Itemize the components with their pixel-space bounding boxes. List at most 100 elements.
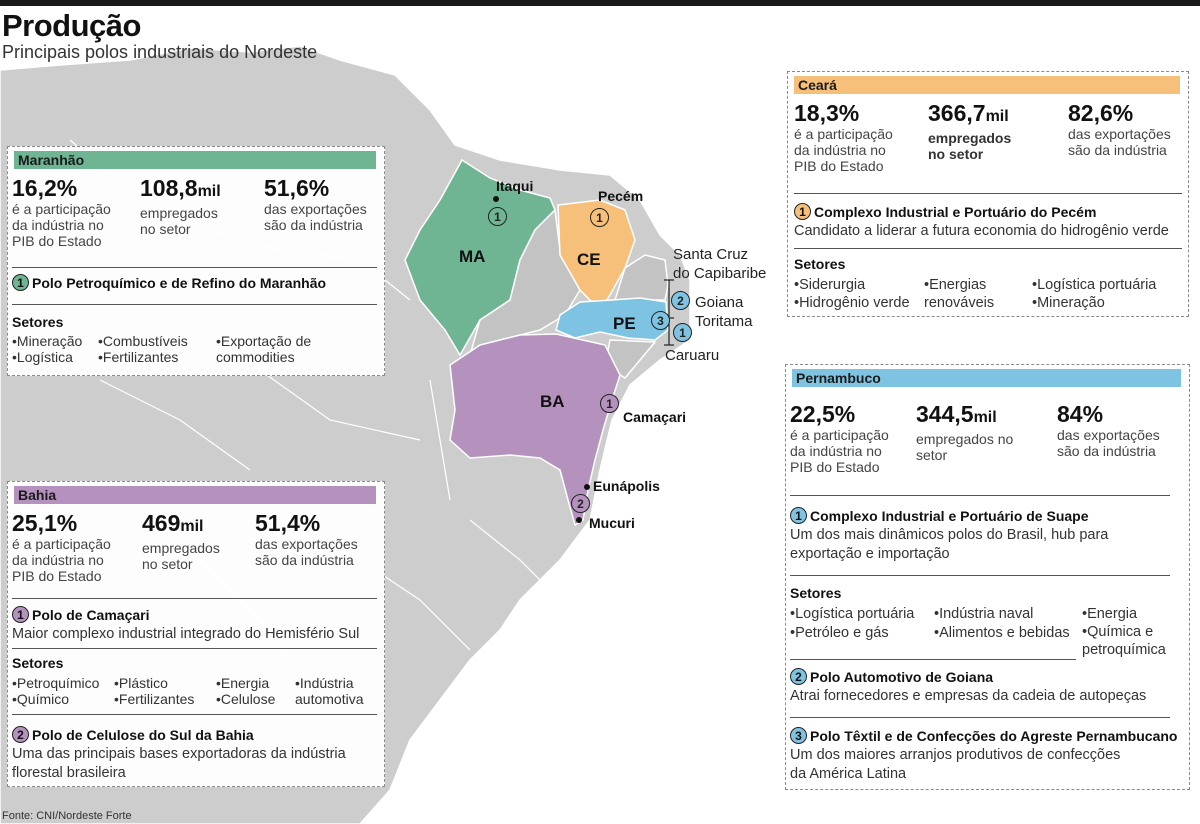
polo-ma-1: 1 Polo Petroquímico e de Refino do Maran… [12, 274, 326, 291]
polo-pe-1-badge: 1 [790, 507, 807, 524]
divider [794, 193, 1182, 194]
map-badge-camacari: 1 [600, 394, 619, 413]
stat-ba-pib: 25,1% é a participação da indústria no P… [12, 510, 111, 584]
stat-ce-pib: 18,3% é a participação da indústria no P… [794, 100, 893, 174]
setor-ce-col-2: •Energias renováveis [924, 277, 995, 311]
polo-ba-1-badge: 1 [12, 606, 29, 623]
panel-maranhao: Maranhão 16,2% é a participação da indús… [7, 146, 385, 376]
stat-ba-empregados: 469mil empregados no setor [142, 510, 220, 572]
stat-ma-empregados-desc: empregados no setor [140, 205, 218, 237]
place-toritama: Toritama [695, 313, 753, 330]
map-badge-celulose: 2 [571, 494, 590, 513]
divider [12, 714, 377, 715]
polo-ce-1: 1 Complexo Industrial e Portuário do Pec… [794, 203, 1096, 220]
panel-ceara-header: Ceará [794, 76, 1180, 94]
setores-pe-label: Setores [790, 585, 842, 601]
divider [790, 495, 1170, 496]
polo-ce-1-desc: Candidato a liderar a futura economia do… [794, 223, 1169, 239]
top-bar [0, 0, 1200, 6]
state-label-ma: MA [459, 247, 486, 266]
divider [794, 248, 1182, 249]
stat-pe-empregados-unit: mil [973, 409, 997, 426]
map-badge-pecem: 1 [590, 208, 609, 227]
polo-pe-3-desc: Um dos maiores arranjos produtivos de co… [790, 747, 1121, 782]
map-badge-itaqui: 1 [488, 207, 507, 226]
stat-ma-pib: 16,2% é a participação da indústria no P… [12, 175, 111, 249]
polo-pe-3-title: Polo Têxtil e de Confecções do Agreste P… [810, 727, 1178, 744]
polo-pe-3: 3 Polo Têxtil e de Confecções do Agreste… [790, 727, 1177, 744]
stat-pe-exportacoes: 84% das exportações são da indústria [1057, 401, 1160, 459]
stat-ce-exportacoes-value: 82,6% [1068, 100, 1134, 126]
divider [790, 659, 1076, 660]
place-goiana: Goiana [695, 294, 744, 311]
polo-pe-3-badge: 3 [790, 727, 807, 744]
setor-pe-col-1: •Logística portuária •Petróleo e gás [790, 606, 915, 641]
polo-ba-2-desc: Uma das principais bases exportadoras da… [12, 746, 346, 781]
polo-ce-1-title: Complexo Industrial e Portuário do Pecém [814, 203, 1097, 220]
stat-pe-pib-value: 22,5% [790, 401, 856, 427]
place-dot-eunapolis [584, 484, 590, 490]
stat-ba-pib-value: 25,1% [12, 510, 78, 536]
polo-pe-2-desc: Atrai fornecedores e empresas da cadeia … [790, 688, 1147, 704]
stat-pe-empregados: 344,5mil empregados no setor [916, 401, 1013, 463]
panel-pernambuco: Pernambuco 22,5% é a participação da ind… [785, 364, 1190, 790]
place-itaqui: Itaqui [496, 178, 534, 194]
place-mucuri: Mucuri [589, 515, 635, 531]
stat-ma-empregados-value: 108,8 [140, 175, 198, 201]
place-dot-mucuri [576, 517, 582, 523]
stat-ba-exportacoes: 51,4% das exportações são da indústria [255, 510, 358, 568]
state-label-ba: BA [540, 392, 565, 411]
setor-ba-col-1: •Petroquímico •Químico [12, 675, 100, 707]
setor-pe-col-2: •Indústria naval •Alimentos e bebidas [934, 606, 1070, 641]
divider [12, 648, 377, 649]
stat-ce-pib-value: 18,3% [794, 100, 860, 126]
polo-ba-2: 2 Polo de Celulose do Sul da Bahia [12, 726, 254, 743]
panel-pernambuco-header: Pernambuco [792, 369, 1181, 387]
stat-ce-empregados: 366,7mil empregados no setor [928, 100, 1011, 162]
place-pecem: Pecém [598, 188, 644, 204]
stat-ba-empregados-value: 469 [142, 510, 181, 536]
polo-ba-1-title: Polo de Camaçari [32, 606, 150, 623]
stat-pe-exportacoes-desc: das exportações são da indústria [1057, 427, 1160, 459]
stat-pe-exportacoes-value: 84% [1057, 401, 1104, 427]
place-camacari: Camaçari [623, 409, 687, 425]
polo-ma-1-title: Polo Petroquímico e de Refino do Maranhã… [32, 274, 327, 291]
stat-pe-empregados-value: 344,5 [916, 401, 974, 427]
place-eunapolis: Eunápolis [593, 478, 660, 494]
setores-ma-label: Setores [12, 314, 64, 330]
polo-pe-1: 1 Complexo Industrial e Portuário de Sua… [790, 507, 1089, 524]
panel-bahia-header: Bahia [14, 486, 376, 504]
divider [12, 598, 377, 599]
page-title: Produção [2, 8, 141, 43]
stat-ce-pib-desc: é a participação da indústria no PIB do … [794, 126, 893, 174]
stat-ce-exportacoes: 82,6% das exportações são da indústria [1068, 100, 1171, 158]
stat-ma-empregados: 108,8mil empregados no setor [140, 175, 221, 237]
polo-pe-1-desc: Um dos mais dinâmicos polos do Brasil, h… [790, 527, 1109, 562]
place-santa-cruz: Santa Cruz do Capibaribe [673, 246, 767, 282]
divider [12, 267, 377, 268]
stat-ce-empregados-unit: mil [985, 108, 1009, 125]
panel-bahia: Bahia 25,1% é a participação da indústri… [7, 481, 385, 787]
source-credit: Fonte: CNI/Nordeste Forte [2, 810, 132, 822]
stat-pe-pib-desc: é a participação da indústria no PIB do … [790, 427, 889, 475]
polo-pe-2-title: Polo Automotivo de Goiana [810, 668, 994, 685]
polo-pe-1-title: Complexo Industrial e Portuário de Suape [810, 507, 1089, 524]
stat-ba-empregados-desc: empregados no setor [142, 540, 220, 572]
stat-ba-exportacoes-value: 51,4% [255, 510, 321, 536]
stat-ba-empregados-unit: mil [180, 518, 204, 535]
polo-ba-1: 1 Polo de Camaçari [12, 606, 150, 623]
stat-pe-pib: 22,5% é a participação da indústria no P… [790, 401, 889, 475]
setor-ma-col-1: •Mineração •Logística [12, 333, 83, 365]
setor-ce-col-3: •Logística portuária •Mineração [1032, 277, 1157, 311]
setor-ba-col-4: •Indústria automotiva [295, 675, 364, 707]
divider [12, 304, 377, 305]
divider [790, 575, 1170, 576]
state-label-ce: CE [577, 250, 601, 269]
setor-ma-col-2: •Combustíveis •Fertilizantes [98, 333, 188, 365]
stat-ma-pib-value: 16,2% [12, 175, 78, 201]
state-ce [557, 199, 636, 312]
polo-ce-1-badge: 1 [794, 203, 811, 220]
place-dot-itaqui [493, 196, 499, 202]
polo-pe-2: 2 Polo Automotivo de Goiana [790, 668, 993, 685]
page-subtitle: Principais polos industriais do Nordeste [2, 42, 318, 62]
